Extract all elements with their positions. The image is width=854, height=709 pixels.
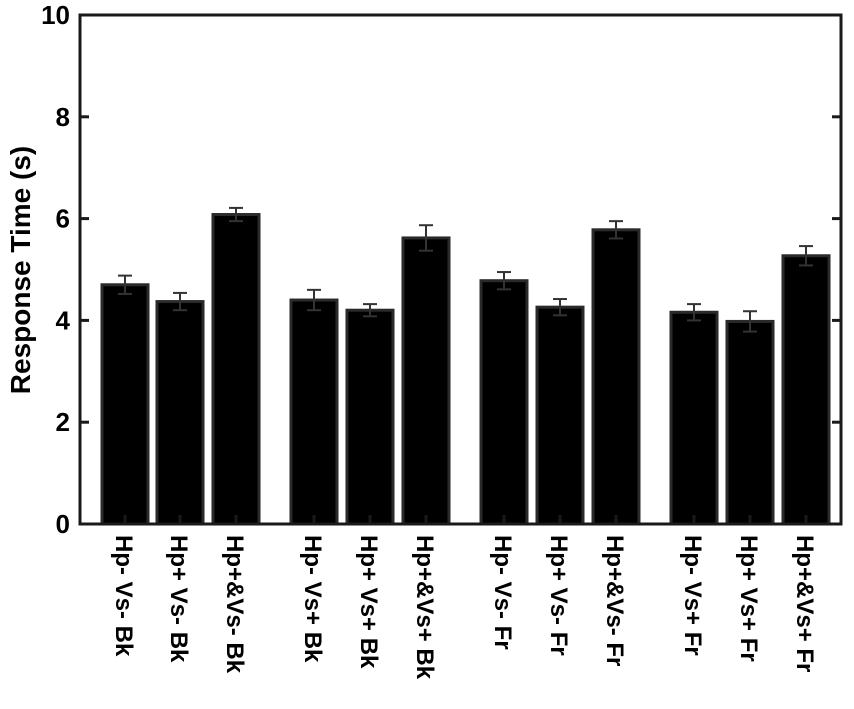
x-tick-label: Hp+&Vs- Fr [601, 535, 628, 666]
y-tick-label: 6 [56, 204, 70, 234]
y-tick-label: 4 [56, 305, 71, 335]
x-tick-label: Hp- Vs+ Bk [299, 535, 326, 663]
x-tick-label: Hp+ Vs- Fr [545, 535, 572, 656]
bar [211, 213, 261, 526]
bar [345, 308, 395, 526]
y-tick-label: 0 [56, 509, 70, 539]
x-tick-label: Hp+ Vs- Bk [165, 535, 192, 663]
x-tick-label: Hp- Vs+ Fr [679, 535, 706, 656]
x-tick-label: Hp+&Vs+ Fr [791, 535, 818, 672]
bar [669, 310, 719, 526]
bar [289, 298, 339, 526]
y-tick-label: 8 [56, 102, 70, 132]
bar [781, 254, 831, 526]
x-tick-label: Hp+&Vs- Bk [221, 535, 248, 674]
y-tick-label: 10 [41, 0, 70, 30]
y-tick-label: 2 [56, 407, 70, 437]
x-tick-label: Hp+ Vs+ Bk [355, 535, 382, 669]
bar [155, 300, 205, 526]
axes-frame [78, 13, 843, 526]
bar [100, 283, 150, 526]
x-tick-label: Hp- Vs- Bk [110, 535, 137, 657]
bar [591, 228, 641, 526]
x-tick-label: Hp+ Vs+ Fr [735, 535, 762, 662]
bar [401, 236, 451, 526]
x-tick-label: Hp+&Vs+ Bk [411, 535, 438, 680]
bar [725, 319, 775, 526]
bar [479, 279, 529, 526]
bar [535, 305, 585, 526]
x-tick-label: Hp- Vs- Fr [489, 535, 516, 650]
y-axis-label: Response Time (s) [5, 146, 36, 394]
